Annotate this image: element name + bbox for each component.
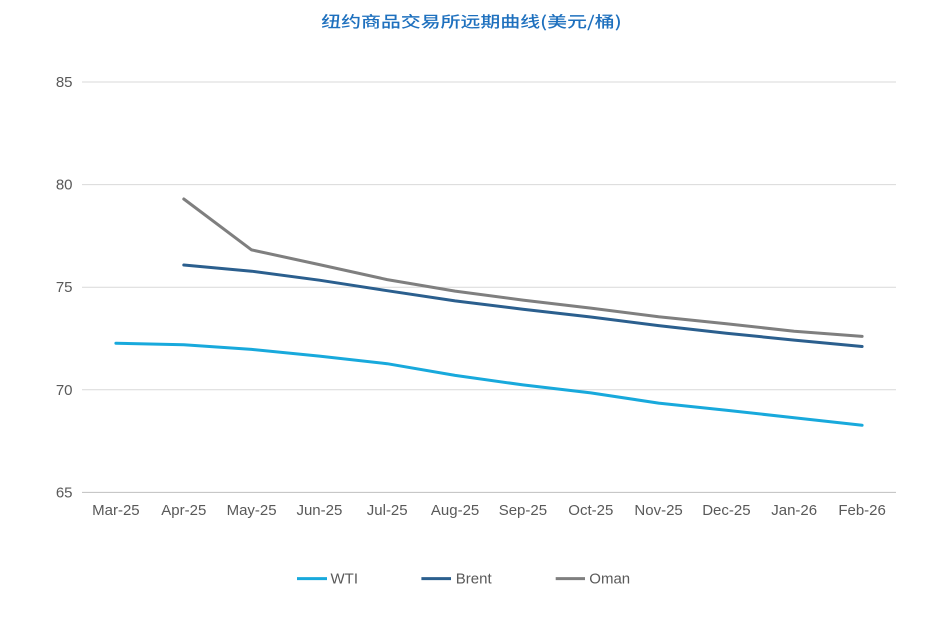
svg-text:Jun-25: Jun-25 xyxy=(296,502,342,519)
svg-text:Mar-25: Mar-25 xyxy=(92,502,140,519)
svg-text:65: 65 xyxy=(56,484,73,501)
svg-text:80: 80 xyxy=(56,177,73,194)
svg-text:Nov-25: Nov-25 xyxy=(634,502,682,519)
svg-text:Aug-25: Aug-25 xyxy=(431,502,479,519)
svg-text:Sep-25: Sep-25 xyxy=(499,502,547,519)
svg-text:May-25: May-25 xyxy=(227,502,277,519)
svg-text:Oman: Oman xyxy=(589,571,630,588)
svg-text:Jan-26: Jan-26 xyxy=(771,502,817,519)
svg-text:WTI: WTI xyxy=(331,571,359,588)
svg-text:70: 70 xyxy=(56,382,73,399)
svg-text:Apr-25: Apr-25 xyxy=(161,502,206,519)
svg-text:Dec-25: Dec-25 xyxy=(702,502,750,519)
svg-text:75: 75 xyxy=(56,279,73,296)
svg-text:Jul-25: Jul-25 xyxy=(367,502,408,519)
svg-text:Oct-25: Oct-25 xyxy=(568,502,613,519)
svg-text:85: 85 xyxy=(56,74,73,91)
svg-text:Brent: Brent xyxy=(456,571,493,588)
svg-text:Feb-26: Feb-26 xyxy=(838,502,886,519)
